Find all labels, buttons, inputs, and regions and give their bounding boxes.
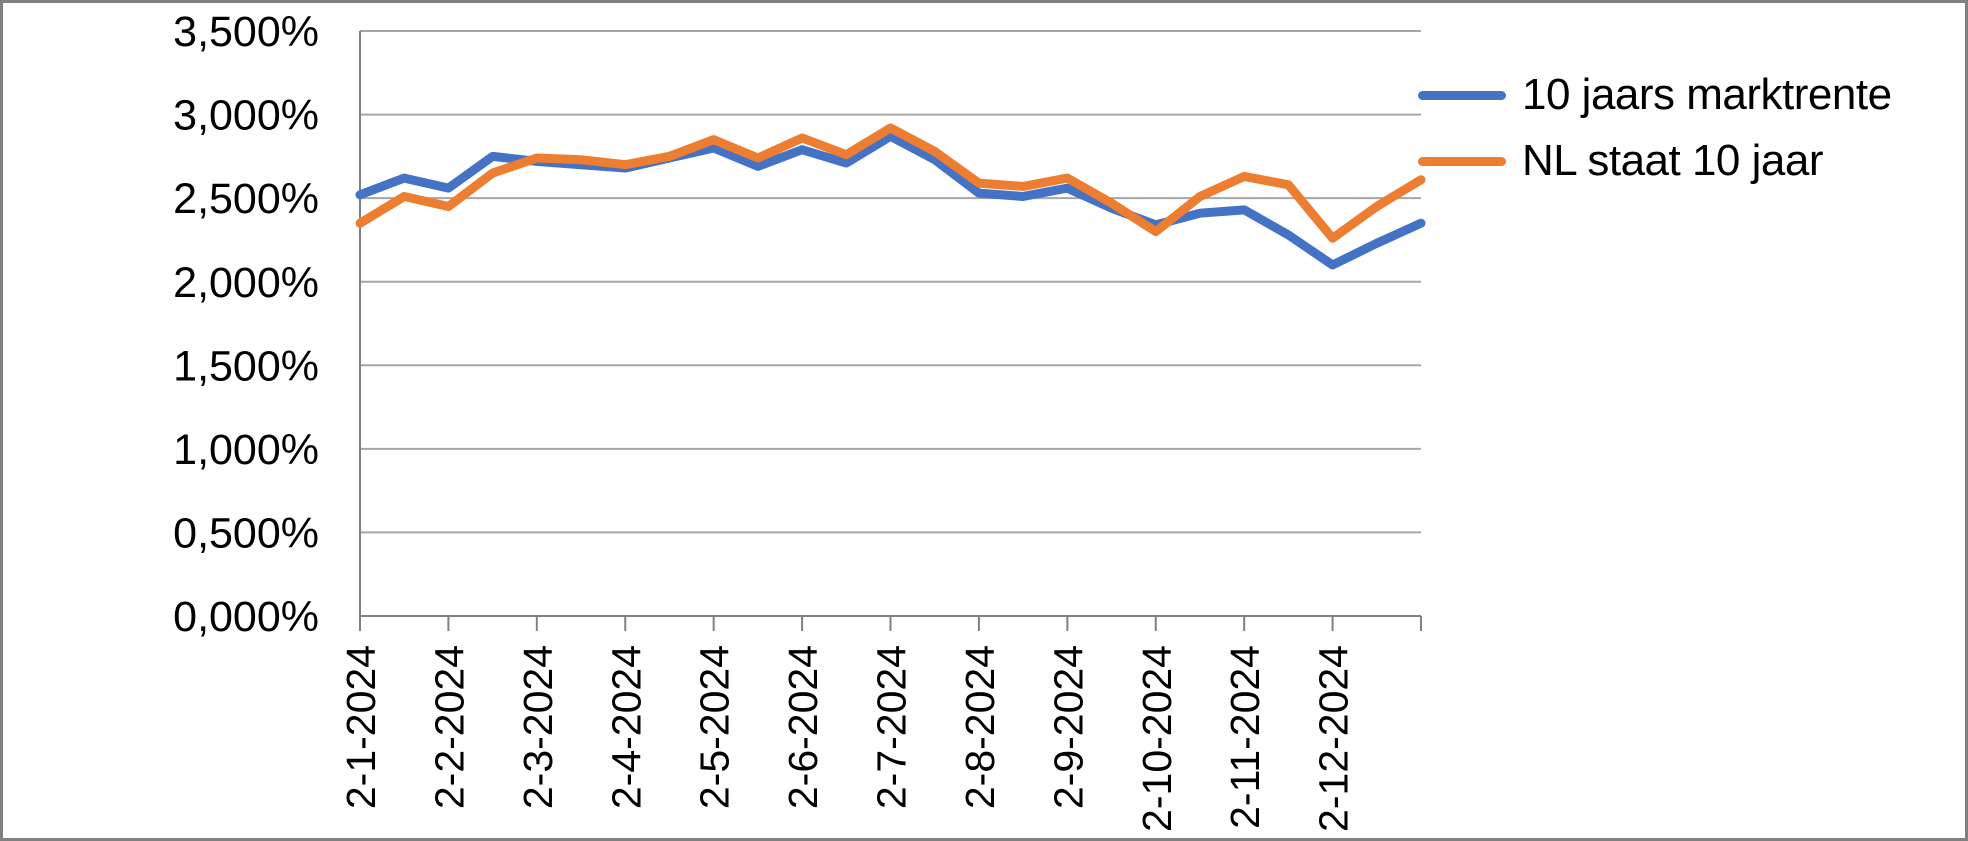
y-axis-label: 0,500% — [173, 509, 319, 557]
line-chart: 0,000% 0,500% 1,000% 1,500% 2,000% 2,500% 3,00… — [173, 8, 1426, 832]
y-axis-label: 2,000% — [173, 259, 319, 307]
x-axis-label: 2-5-2024 — [692, 645, 738, 809]
series-line-10-jaars-marktrente — [355, 131, 1426, 270]
series-line-nl-staat-10-jaar — [355, 123, 1426, 243]
x-axis-label: 2-7-2024 — [869, 645, 915, 809]
x-axis-label: 2-10-2024 — [1134, 645, 1180, 832]
legend-item-nl-staat-10-jaar: NL staat 10 jaar — [1418, 136, 1824, 185]
legend-line-swatch-blue-icon — [1418, 90, 1506, 100]
legend-label: NL staat 10 jaar — [1522, 136, 1824, 185]
y-axis-label: 3,000% — [173, 92, 319, 140]
x-axis-label: 2-3-2024 — [515, 645, 561, 809]
x-axis-label: 2-9-2024 — [1045, 645, 1091, 809]
x-axis-label: 2-2-2024 — [426, 645, 472, 809]
y-axis-label: 3,500% — [173, 8, 319, 56]
x-axis-label: 2-6-2024 — [780, 645, 826, 809]
x-axis-label: 2-12-2024 — [1311, 645, 1357, 832]
legend-line-swatch-orange-icon — [1418, 156, 1506, 166]
x-axis-label: 2-4-2024 — [603, 645, 649, 809]
y-axis-label: 1,000% — [173, 426, 319, 474]
y-axis-label: 2,500% — [173, 175, 319, 223]
x-axis-label: 2-11-2024 — [1222, 645, 1268, 829]
legend-item-10-jaars-marktrente: 10 jaars marktrente — [1418, 72, 1892, 118]
legend-label: 10 jaars marktrente — [1522, 70, 1892, 119]
y-axis-label: 0,000% — [173, 593, 319, 641]
x-axis-label: 2-1-2024 — [338, 645, 384, 809]
y-axis-label: 1,500% — [173, 342, 319, 390]
x-axis-label: 2-8-2024 — [957, 645, 1003, 809]
